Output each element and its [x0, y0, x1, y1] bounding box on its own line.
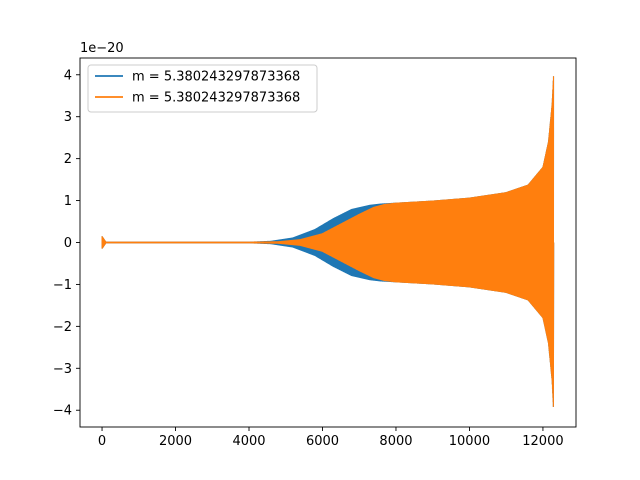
legend-box — [87, 64, 318, 113]
legend-label-series-1: m = 5.380243297873368 — [132, 70, 300, 85]
y-tick-label: −4 — [53, 404, 72, 419]
y-tick-label: 3 — [64, 110, 72, 125]
y-tick-label: 0 — [64, 236, 72, 251]
x-tick-label: 0 — [98, 434, 106, 449]
y-scale-label: 1e−20 — [80, 41, 124, 56]
x-tick-label: 8000 — [379, 434, 412, 449]
series-line-2 — [101, 76, 555, 407]
y-tick-label: −2 — [53, 320, 72, 335]
x-tick-label: 10000 — [449, 434, 490, 449]
y-tick-label: 4 — [64, 68, 72, 83]
x-tick-label: 2000 — [159, 434, 192, 449]
legend: m = 5.380243297873368 m = 5.380243297873… — [87, 64, 318, 113]
legend-label-series-2: m = 5.380243297873368 — [132, 91, 300, 106]
y-tick-label: 2 — [64, 152, 72, 167]
y-tick-label: −3 — [53, 362, 72, 377]
x-tick-label: 6000 — [306, 434, 339, 449]
axis-ticks: 0 2000 4000 6000 8000 10000 12000 −4 −3 −2 −1 0 1 2 3 4 — [53, 68, 564, 449]
y-tick-label: −1 — [53, 278, 72, 293]
x-tick-label: 4000 — [232, 434, 265, 449]
plot-area — [101, 76, 555, 407]
y-tick-label: 1 — [64, 194, 72, 209]
x-tick-label: 12000 — [522, 434, 563, 449]
